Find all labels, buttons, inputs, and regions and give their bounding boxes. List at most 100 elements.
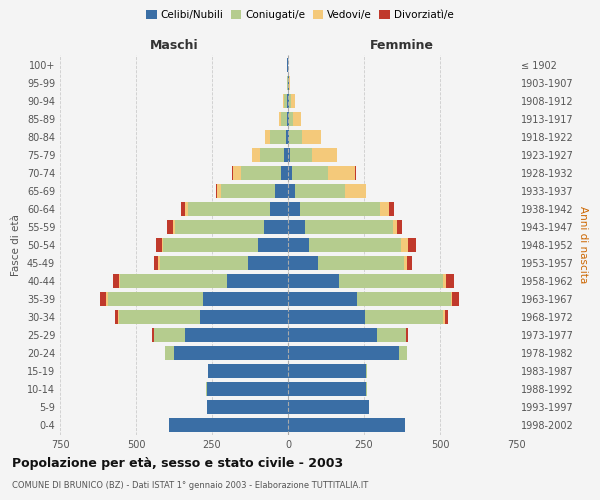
Bar [160,256,248,270]
Bar [389,202,394,216]
Bar [452,292,458,306]
Bar [208,400,288,414]
Bar [208,364,288,378]
Bar [206,382,288,396]
Bar [152,328,154,342]
Bar [108,292,203,306]
Bar [154,328,185,342]
Bar [408,238,416,252]
Bar [241,166,281,180]
Bar [279,112,281,126]
Bar [119,310,200,324]
Bar [281,166,288,180]
Bar [377,328,406,342]
Bar [407,256,412,270]
Y-axis label: Fasce di età: Fasce di età [11,214,21,276]
Bar [288,346,399,360]
Bar [106,292,108,306]
Bar [281,112,287,126]
Bar [289,94,291,108]
Text: COMUNE DI BRUNICO (BZ) - Dati ISTAT 1° gennaio 2003 - Elaborazione TUTTITALIA.IT: COMUNE DI BRUNICO (BZ) - Dati ISTAT 1° g… [12,481,368,490]
Bar [443,310,445,324]
Bar [284,148,288,162]
Bar [302,130,321,144]
Bar [164,346,165,360]
Bar [115,310,118,324]
Bar [397,220,401,234]
Bar [162,238,163,252]
Bar [288,220,305,234]
Bar [287,94,288,108]
Bar [290,148,313,162]
Bar [253,148,260,162]
Bar [173,220,175,234]
Bar [200,310,288,324]
Bar [287,112,288,126]
Bar [289,130,302,144]
Legend: Celibi/Nubili, Coniugati/e, Vedovi/e, Divorziatì/e: Celibi/Nubili, Coniugati/e, Vedovi/e, Di… [144,8,456,22]
Bar [288,238,308,252]
Bar [288,328,377,342]
Bar [288,274,339,288]
Bar [265,130,271,144]
Bar [216,184,217,198]
Bar [185,328,288,342]
Bar [292,166,328,180]
Bar [118,310,119,324]
Bar [289,112,293,126]
Bar [345,184,365,198]
Bar [445,310,448,324]
Bar [185,202,188,216]
Bar [169,418,288,432]
Bar [288,310,365,324]
Bar [288,400,370,414]
Bar [401,238,408,252]
Bar [380,202,389,216]
Bar [120,274,227,288]
Bar [217,184,221,198]
Bar [232,166,233,180]
Bar [284,94,287,108]
Bar [100,292,106,306]
Bar [293,112,301,126]
Bar [288,202,299,216]
Bar [287,58,288,72]
Bar [406,328,408,342]
Bar [288,94,289,108]
Bar [283,94,284,108]
Bar [203,292,288,306]
Bar [163,238,258,252]
Bar [248,256,288,270]
Bar [365,310,443,324]
Bar [175,220,264,234]
Bar [305,220,394,234]
Bar [166,346,174,360]
Bar [404,256,407,270]
Bar [154,256,158,270]
Bar [288,364,367,378]
Bar [446,274,454,288]
Bar [451,292,452,306]
Bar [358,292,451,306]
Bar [355,166,356,180]
Text: Femmine: Femmine [370,40,434,52]
Bar [174,346,288,360]
Bar [181,202,185,216]
Bar [288,112,289,126]
Bar [394,220,397,234]
Bar [291,94,295,108]
Bar [288,184,295,198]
Bar [365,184,366,198]
Bar [227,274,288,288]
Bar [275,184,288,198]
Text: Maschi: Maschi [149,40,199,52]
Bar [221,184,275,198]
Bar [188,202,271,216]
Bar [258,238,288,252]
Bar [158,256,160,270]
Bar [288,148,290,162]
Bar [288,418,405,432]
Bar [288,292,358,306]
Y-axis label: Anni di nascita: Anni di nascita [578,206,587,284]
Bar [113,274,119,288]
